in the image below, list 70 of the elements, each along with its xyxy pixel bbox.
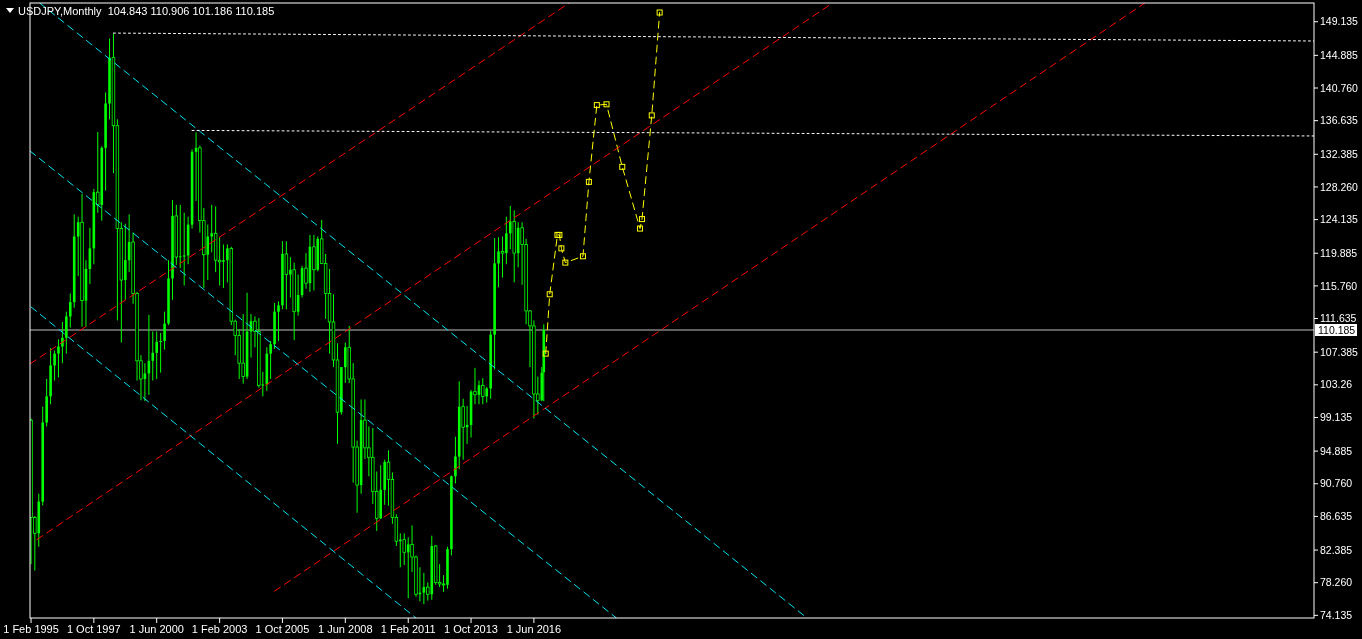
candlestick xyxy=(269,340,272,380)
x-tick-label: 1 Jun 2008 xyxy=(318,623,373,635)
point xyxy=(562,259,569,266)
candlestick xyxy=(61,321,64,364)
y-tick-label: 86.635 xyxy=(1320,510,1353,523)
y-tick-label: 78.260 xyxy=(1320,576,1353,589)
candlestick xyxy=(505,216,508,265)
y-tick-label: 90.760 xyxy=(1320,477,1353,490)
candlestick xyxy=(454,436,457,484)
candlestick xyxy=(159,332,162,374)
x-tick-label: 1 Oct 1997 xyxy=(66,623,121,635)
x-tick-label: 1 Oct 2013 xyxy=(444,623,498,635)
y-tick-label: 140.760 xyxy=(1320,81,1359,94)
candlestick xyxy=(284,240,289,310)
point xyxy=(579,253,586,260)
y-tick-label: 115.760 xyxy=(1320,279,1358,292)
y-tick-label: 136.635 xyxy=(1320,114,1359,127)
y-tick-label: 111.635 xyxy=(1320,312,1357,325)
candlestick xyxy=(217,236,222,287)
x-tick-label: 1 Feb 1995 xyxy=(3,623,59,635)
candlestick xyxy=(500,235,505,279)
candlestick xyxy=(277,300,280,342)
x-tick-label: 1 Jun 2016 xyxy=(506,623,562,635)
y-tick-label: 74.135 xyxy=(1320,609,1353,622)
point xyxy=(619,163,626,170)
candlestick xyxy=(344,342,347,384)
point xyxy=(603,101,610,108)
y-tick-label: 132.385 xyxy=(1320,147,1359,160)
y-tick-label: 99.135 xyxy=(1320,411,1353,424)
candlestick xyxy=(163,311,166,351)
candlestick xyxy=(406,536,410,599)
x-tick-label: 1 Oct 2005 xyxy=(255,623,310,635)
point xyxy=(542,350,549,357)
candlestick xyxy=(178,204,182,269)
y-tick-label: 128.260 xyxy=(1320,180,1359,193)
y-tick-label: 149.135 xyxy=(1320,15,1359,28)
y-tick-label: 124.135 xyxy=(1320,213,1359,226)
y-tick-label: 107.385 xyxy=(1320,345,1359,358)
candlestick xyxy=(206,224,210,281)
candlestick xyxy=(53,349,56,382)
y-tick-label: 82.385 xyxy=(1320,543,1353,556)
point xyxy=(656,9,663,16)
point xyxy=(585,178,592,185)
candlestick xyxy=(312,234,316,291)
x-tick-label: 1 Feb 2011 xyxy=(380,623,436,635)
candlestick xyxy=(497,236,500,288)
point xyxy=(558,245,565,252)
point xyxy=(637,225,644,232)
point xyxy=(639,216,646,223)
y-tick-label: 103.26 xyxy=(1320,378,1353,391)
candlestick xyxy=(508,205,512,250)
y-tick-label: 119.885 xyxy=(1320,246,1358,259)
candlestick xyxy=(155,330,158,380)
ref-line-label: 110.185 xyxy=(1318,323,1356,336)
point xyxy=(593,102,600,109)
candlestick xyxy=(241,313,245,385)
y-tick-label: 144.885 xyxy=(1320,49,1359,62)
point xyxy=(648,112,655,119)
candlestick xyxy=(68,292,72,329)
candlestick xyxy=(222,243,225,289)
candlestick xyxy=(65,311,68,355)
y-tick-label: 94.885 xyxy=(1320,444,1353,457)
chart-title: USDJPY,Monthly 104.843 110.906 101.186 110.185 xyxy=(18,5,275,17)
x-tick-label: 1 Jun 2000 xyxy=(129,623,184,635)
line-series xyxy=(542,9,663,357)
candlestick xyxy=(57,338,60,378)
x-tick-label: 1 Feb 2003 xyxy=(191,623,248,635)
point xyxy=(546,291,553,298)
candlestick xyxy=(481,377,485,405)
candlestick xyxy=(402,532,406,566)
